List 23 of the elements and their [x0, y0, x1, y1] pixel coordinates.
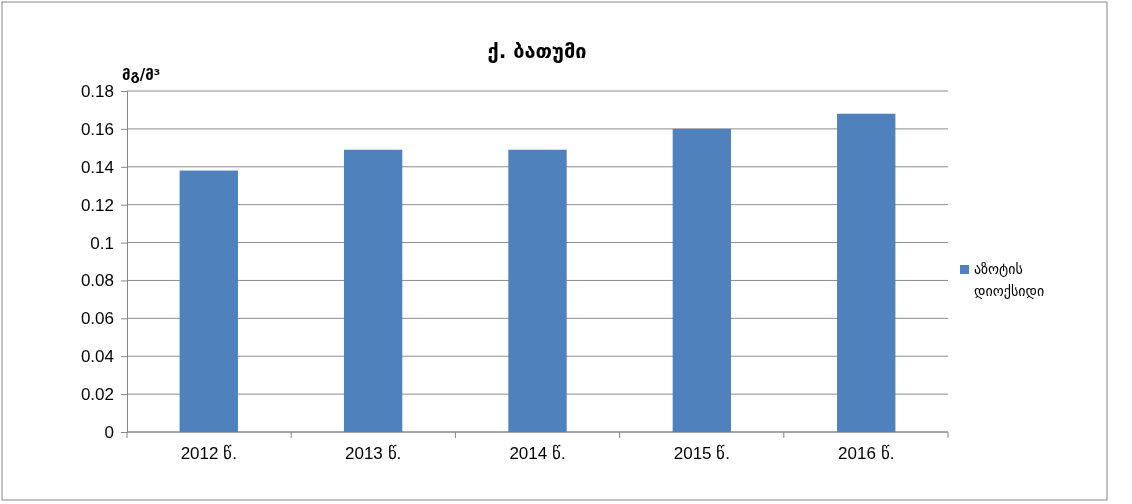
- y-axis-title: მგ/მ³: [122, 66, 161, 84]
- y-tick-label: 0.18: [80, 81, 114, 101]
- bar: [179, 170, 238, 432]
- y-tick-label: 0.02: [80, 385, 114, 405]
- x-tick-label: 2012 წ.: [180, 443, 237, 463]
- x-tick-label: 2015 წ.: [673, 443, 730, 463]
- y-tick-label: 0.08: [80, 271, 114, 291]
- bar: [508, 149, 567, 432]
- bar: [343, 149, 403, 432]
- y-tick-label: 0.06: [80, 309, 114, 329]
- y-tick-label: 0: [104, 422, 114, 442]
- y-tick-label: 0.14: [80, 157, 114, 177]
- chart-title: ქ. ბათუმი: [487, 39, 587, 63]
- y-tick-label: 0.04: [80, 347, 114, 367]
- x-tick-label: 2013 წ.: [345, 443, 402, 463]
- bar: [672, 128, 732, 432]
- y-tick-label: 0.12: [80, 195, 114, 215]
- bar: [837, 113, 896, 432]
- x-tick-label: 2016 წ.: [838, 443, 895, 463]
- y-tick-label: 0.1: [90, 233, 114, 253]
- y-tick-label: 0.16: [80, 119, 114, 139]
- x-tick-label: 2014 წ.: [509, 443, 566, 463]
- legend-label: აზოტის დიოქსიდი: [974, 261, 1045, 300]
